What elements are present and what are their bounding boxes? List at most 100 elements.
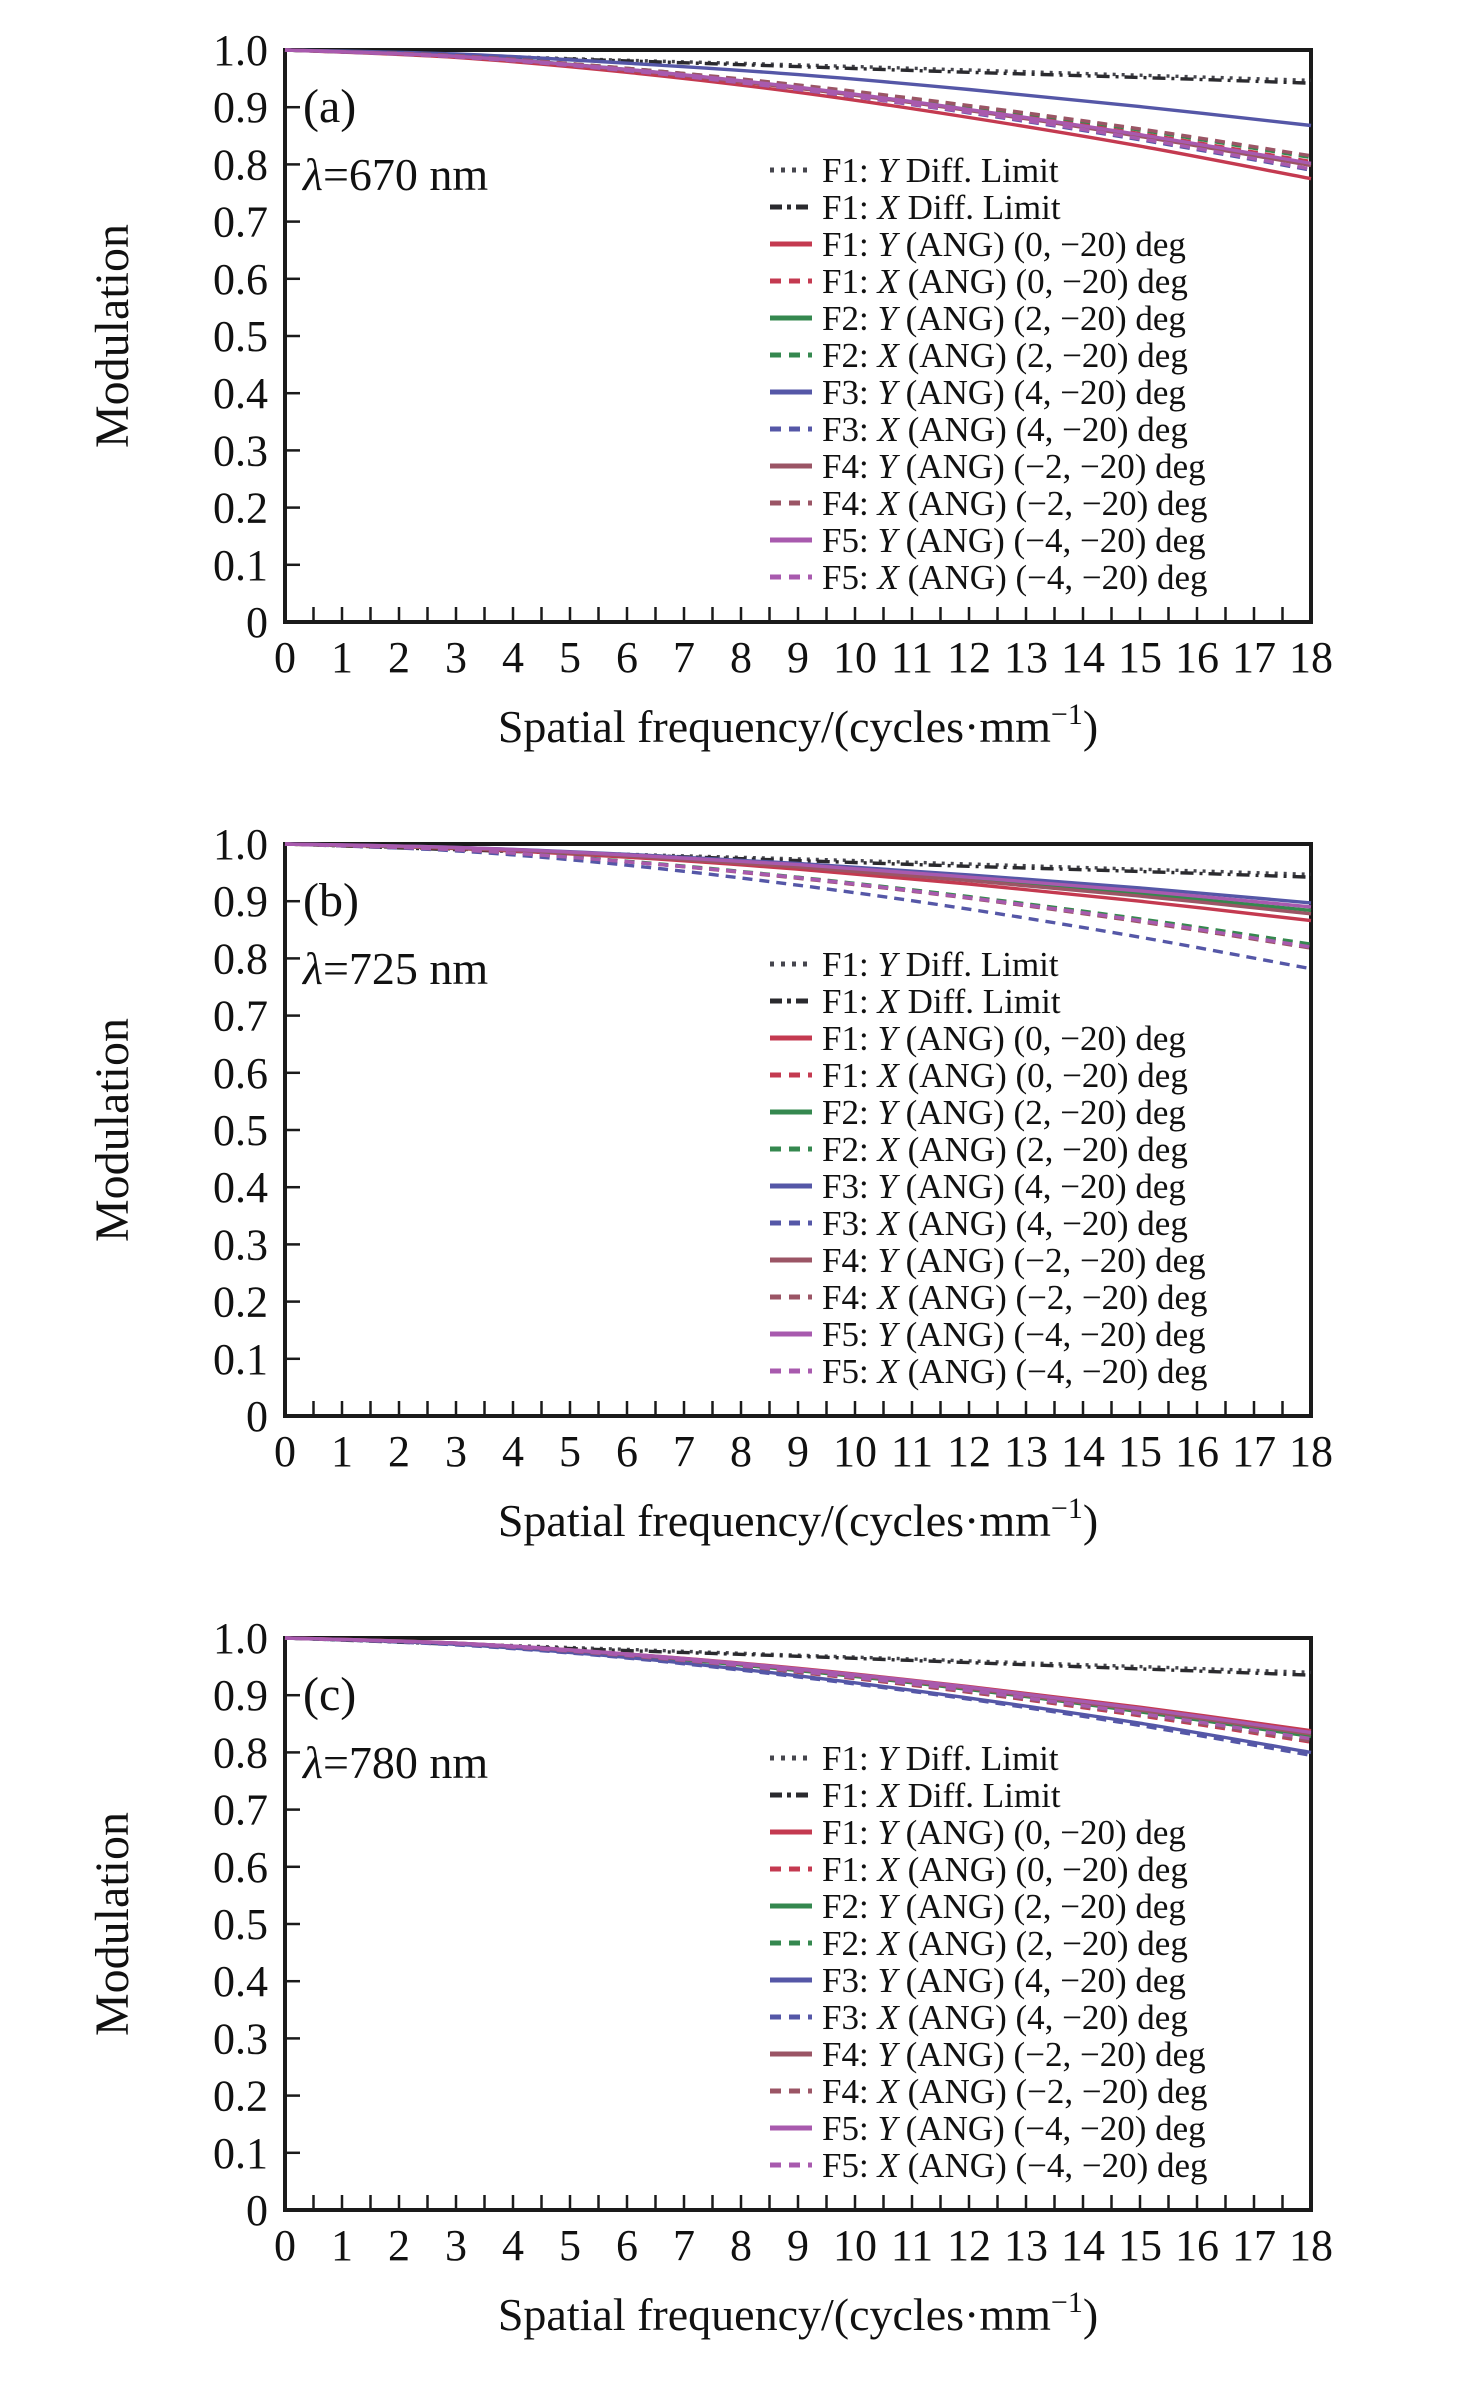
x-axis-title: Spatial frequency/(cycles·mm−1): [498, 698, 1098, 752]
curve-f5-x: [284, 48, 1312, 171]
legend-item: F1: Y (ANG) (0, −20) deg: [770, 1019, 1186, 1058]
x-tick-label: 5: [559, 1427, 581, 1476]
x-axis-title: Spatial frequency/(cycles·mm−1): [498, 2286, 1098, 2340]
legend-item: F2: X (ANG) (2, −20) deg: [770, 1924, 1188, 1963]
x-tick-label: 7: [673, 2221, 695, 2270]
chart-panel-b: 0 1 2 3 4 5 6 7 8 9 10 11 12 13 14 15 16 17 18 1.0 0.9 0.8 0.7…: [0, 794, 1476, 1588]
y-axis-title: Modulation: [86, 1812, 139, 2036]
legend-label: F1: Y Diff. Limit: [822, 1739, 1059, 1778]
y-axis-title: Modulation: [86, 1018, 139, 1242]
x-tick-label: 10: [833, 2221, 877, 2270]
y-tick-label: 0.1: [213, 541, 268, 590]
x-tick-label: 7: [673, 1427, 695, 1476]
legend-item: F3: Y (ANG) (4, −20) deg: [770, 373, 1186, 412]
y-tick-label: 0.7: [213, 1786, 268, 1835]
x-tick-label: 8: [730, 2221, 752, 2270]
panel-label: (b): [303, 874, 359, 927]
legend-item: F3: Y (ANG) (4, −20) deg: [770, 1167, 1186, 1206]
legend-item: F5: X (ANG) (−4, −20) deg: [770, 558, 1208, 597]
legend-label: F2: Y (ANG) (2, −20) deg: [822, 1093, 1186, 1132]
legend-item: F1: Y Diff. Limit: [770, 1739, 1059, 1778]
legend-label: F1: X Diff. Limit: [822, 1776, 1061, 1815]
legend-label: F1: Y (ANG) (0, −20) deg: [822, 1813, 1186, 1852]
legend-label: F1: X (ANG) (0, −20) deg: [822, 1056, 1188, 1095]
x-tick-label: 3: [445, 2221, 467, 2270]
legend-label: F5: Y (ANG) (−4, −20) deg: [822, 1315, 1206, 1354]
x-tick-label: 1: [331, 1427, 353, 1476]
y-tick-label: 0.8: [213, 140, 268, 189]
legend-label: F3: Y (ANG) (4, −20) deg: [822, 373, 1186, 412]
y-tick-label: 0.4: [213, 1957, 268, 2006]
x-tick-label: 16: [1175, 2221, 1219, 2270]
x-tick-label: 5: [559, 633, 581, 682]
legend-item: F2: Y (ANG) (2, −20) deg: [770, 1093, 1186, 1132]
y-tick-label: 0.3: [213, 1220, 268, 1269]
x-tick-label: 9: [787, 1427, 809, 1476]
curve-f5-y: [284, 842, 1312, 909]
legend-item: F1: X Diff. Limit: [770, 1776, 1061, 1815]
legend-item: F4: X (ANG) (−2, −20) deg: [770, 1278, 1208, 1317]
legend-label: F1: X (ANG) (0, −20) deg: [822, 262, 1188, 301]
y-tick-label: 0.4: [213, 369, 268, 418]
legend-label: F3: X (ANG) (4, −20) deg: [822, 1204, 1188, 1243]
x-tick-label: 13: [1004, 2221, 1048, 2270]
y-tick-label: 0.2: [213, 1278, 268, 1327]
wavelength-label: λ=670 nm: [301, 149, 488, 200]
legend-label: F2: X (ANG) (2, −20) deg: [822, 336, 1188, 375]
legend-label: F4: X (ANG) (−2, −20) deg: [822, 2072, 1208, 2111]
chart-panel-c: 0 1 2 3 4 5 6 7 8 9 10 11 12 13 14 15 16 17 18 1.0 0.9 0.8 0.7…: [0, 1588, 1476, 2382]
x-tick-label: 2: [388, 633, 410, 682]
legend-item: F5: Y (ANG) (−4, −20) deg: [770, 521, 1206, 560]
y-tick-label: 0.9: [213, 877, 268, 926]
chart-panel-a: 0 1 2 3 4 5 6 7 8 9 10 11 12 13 14 15 16 17 18 1.0 0.9 0.8 0.7…: [0, 0, 1476, 794]
legend-item: F2: X (ANG) (2, −20) deg: [770, 336, 1188, 375]
x-tick-label: 2: [388, 2221, 410, 2270]
y-tick-label: 1.0: [213, 26, 268, 75]
legend-label: F1: Y (ANG) (0, −20) deg: [822, 1019, 1186, 1058]
x-tick-label: 9: [787, 2221, 809, 2270]
legend-label: F3: X (ANG) (4, −20) deg: [822, 410, 1188, 449]
x-tick-label: 7: [673, 633, 695, 682]
x-tick-label: 4: [502, 633, 524, 682]
y-tick-label: 0.3: [213, 426, 268, 475]
y-tick-label: 0.8: [213, 1728, 268, 1777]
x-tick-label: 0: [274, 2221, 296, 2270]
chart-c-svg: 0 1 2 3 4 5 6 7 8 9 10 11 12 13 14 15 16 17 181.00.90.80.7…: [86, 1614, 1333, 2340]
wavelength-label: λ=780 nm: [301, 1737, 488, 1788]
x-tick-label: 6: [616, 1427, 638, 1476]
legend-item: F1: X Diff. Limit: [770, 982, 1061, 1021]
curve-f5-x: [284, 842, 1312, 949]
curve-f5-x: [284, 1636, 1312, 1741]
y-tick-label: 0.9: [213, 1671, 268, 1720]
legend-label: F1: X (ANG) (0, −20) deg: [822, 1850, 1188, 1889]
chart-a-svg: 0 1 2 3 4 5 6 7 8 9 10 11 12 13 14 15 16 17 181.00.90.80.7…: [86, 26, 1333, 752]
curve-f2-y: [284, 1636, 1312, 1739]
legend-label: F5: X (ANG) (−4, −20) deg: [822, 2146, 1208, 2185]
x-tick-label: 1: [331, 2221, 353, 2270]
legend-item: F5: Y (ANG) (−4, −20) deg: [770, 1315, 1206, 1354]
y-tick-label: 0: [246, 2186, 268, 2235]
legend-item: F1: Y (ANG) (0, −20) deg: [770, 1813, 1186, 1852]
legend-item: F1: X (ANG) (0, −20) deg: [770, 1056, 1188, 1095]
x-tick-label: 16: [1175, 1427, 1219, 1476]
y-tick-label: 1.0: [213, 820, 268, 869]
y-tick-label: 0.5: [213, 312, 268, 361]
legend-item: F4: Y (ANG) (−2, −20) deg: [770, 447, 1206, 486]
x-tick-label: 11: [891, 633, 933, 682]
x-tick-label: 16: [1175, 633, 1219, 682]
legend-label: F2: Y (ANG) (2, −20) deg: [822, 1887, 1186, 1926]
x-tick-label: 15: [1118, 2221, 1162, 2270]
legend-label: F5: X (ANG) (−4, −20) deg: [822, 1352, 1208, 1391]
x-tick-label: 3: [445, 633, 467, 682]
x-tick-label: 4: [502, 2221, 524, 2270]
chart-b-svg: 0 1 2 3 4 5 6 7 8 9 10 11 12 13 14 15 16 17 181.00.90.80.7…: [86, 820, 1333, 1546]
x-tick-label: 2: [388, 1427, 410, 1476]
y-tick-label: 0.1: [213, 2129, 268, 2178]
y-tick-label: 0.3: [213, 2014, 268, 2063]
curve-f1-y: [284, 842, 1312, 923]
legend-item: F4: Y (ANG) (−2, −20) deg: [770, 1241, 1206, 1280]
legend-label: F4: Y (ANG) (−2, −20) deg: [822, 447, 1206, 486]
x-tick-label: 4: [502, 1427, 524, 1476]
y-tick-label: 0.6: [213, 255, 268, 304]
